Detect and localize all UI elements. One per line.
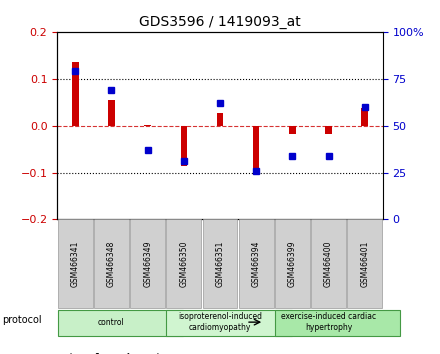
Text: isoproterenol-induced
cardiomyopathy: isoproterenol-induced cardiomyopathy [178, 313, 262, 332]
Text: protocol: protocol [2, 315, 42, 325]
Text: ■: ■ [57, 353, 66, 354]
Bar [144, 125, 151, 126]
FancyBboxPatch shape [166, 219, 201, 308]
Title: GDS3596 / 1419093_at: GDS3596 / 1419093_at [139, 16, 301, 29]
Text: GSM466349: GSM466349 [143, 240, 152, 287]
Text: GSM466400: GSM466400 [324, 240, 333, 287]
Text: GSM466350: GSM466350 [180, 240, 188, 287]
Text: ■ transformed count: ■ transformed count [57, 353, 160, 354]
Text: exercise-induced cardiac
hypertrophy: exercise-induced cardiac hypertrophy [281, 313, 376, 332]
FancyBboxPatch shape [166, 310, 292, 336]
FancyBboxPatch shape [275, 219, 310, 308]
Text: transformed count: transformed count [70, 353, 160, 354]
Bar [217, 113, 223, 126]
Text: control: control [98, 318, 125, 327]
Text: GSM466341: GSM466341 [71, 240, 80, 287]
Text: GSM466348: GSM466348 [107, 240, 116, 287]
FancyBboxPatch shape [130, 219, 165, 308]
Bar [72, 62, 79, 126]
FancyBboxPatch shape [94, 219, 129, 308]
Bar [289, 126, 296, 134]
FancyBboxPatch shape [58, 219, 93, 308]
FancyBboxPatch shape [58, 310, 183, 336]
Bar [253, 126, 260, 175]
Bar [361, 108, 368, 126]
Text: GSM466351: GSM466351 [216, 240, 224, 287]
Text: GSM466401: GSM466401 [360, 240, 369, 287]
Bar [180, 126, 187, 166]
Text: GSM466399: GSM466399 [288, 240, 297, 287]
Bar [325, 126, 332, 134]
FancyBboxPatch shape [347, 219, 382, 308]
FancyBboxPatch shape [239, 219, 274, 308]
Bar [108, 100, 115, 126]
FancyBboxPatch shape [311, 219, 346, 308]
Text: GSM466394: GSM466394 [252, 240, 260, 287]
FancyBboxPatch shape [203, 219, 237, 308]
FancyBboxPatch shape [275, 310, 400, 336]
